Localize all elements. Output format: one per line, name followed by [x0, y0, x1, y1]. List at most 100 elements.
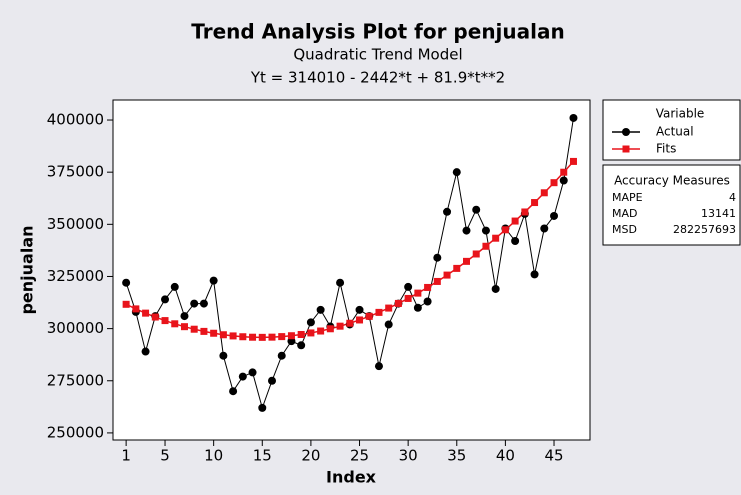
fit-marker: [550, 179, 558, 187]
x-tick-label: 30: [399, 447, 418, 465]
actual-marker: [277, 351, 286, 360]
fit-marker: [404, 294, 412, 302]
x-tick-label: 20: [301, 447, 320, 465]
actual-marker: [491, 284, 500, 293]
actual-marker: [384, 320, 393, 329]
fit-marker: [249, 333, 257, 341]
fit-marker: [326, 325, 334, 333]
fit-marker: [414, 289, 422, 297]
fit-marker: [375, 308, 383, 316]
legend-title: Variable: [656, 107, 705, 121]
fit-marker: [336, 322, 344, 330]
fit-marker: [385, 304, 393, 312]
fit-marker: [365, 312, 373, 320]
actual-marker: [569, 113, 578, 122]
fit-marker: [569, 157, 577, 165]
x-tick-label: 25: [350, 447, 369, 465]
measure-name: MAPE: [612, 191, 643, 204]
measure-value: 282257693: [673, 223, 736, 236]
actual-marker: [355, 305, 364, 314]
fit-marker: [219, 331, 227, 339]
fit-marker: [171, 320, 179, 328]
fit-marker: [190, 325, 198, 333]
actual-marker: [219, 351, 228, 360]
fit-marker: [307, 329, 315, 337]
accuracy-title: Accuracy Measures: [614, 174, 730, 188]
legend-marker: [622, 128, 630, 136]
fit-marker: [472, 250, 480, 258]
x-axis-label: Index: [326, 468, 377, 487]
fit-marker: [239, 333, 247, 341]
fit-marker: [297, 331, 305, 339]
fit-marker: [200, 327, 208, 335]
chart-title: Trend Analysis Plot for penjualan: [191, 20, 564, 44]
fit-marker: [462, 257, 470, 265]
y-tick-label: 275000: [47, 371, 104, 389]
fit-marker: [443, 271, 451, 279]
actual-marker: [238, 372, 247, 381]
fit-marker: [394, 299, 402, 307]
x-tick-label: 1: [121, 447, 131, 465]
y-axis-label: penjualan: [18, 225, 37, 314]
fit-marker: [132, 305, 140, 313]
fit-marker: [268, 333, 276, 341]
measure-value: 13141: [701, 207, 736, 220]
legend-label: Fits: [656, 142, 676, 156]
actual-marker: [423, 297, 432, 306]
fit-marker: [453, 264, 461, 272]
actual-marker: [550, 211, 559, 220]
actual-marker: [481, 226, 490, 235]
fit-marker: [560, 168, 568, 176]
fit-marker: [229, 332, 237, 340]
fit-marker: [278, 333, 286, 341]
measure-name: MSD: [612, 223, 637, 236]
fit-marker: [531, 199, 539, 207]
subtitle: Quadratic Trend Model: [293, 46, 462, 64]
actual-marker: [297, 341, 306, 350]
y-tick-label: 375000: [47, 163, 104, 181]
y-tick-label: 300000: [47, 319, 104, 337]
accuracy-box: [602, 164, 741, 246]
measure-name: MAD: [612, 207, 638, 220]
fit-marker: [482, 242, 490, 250]
fit-marker: [258, 333, 266, 341]
actual-marker: [306, 318, 315, 327]
actual-marker: [462, 226, 471, 235]
actual-marker: [443, 207, 452, 216]
y-tick-label: 250000: [47, 423, 104, 441]
fit-marker: [287, 332, 295, 340]
x-tick-label: 35: [447, 447, 466, 465]
actual-marker: [258, 403, 267, 412]
actual-marker: [170, 282, 179, 291]
fit-marker: [151, 313, 159, 321]
fit-marker: [521, 208, 529, 216]
x-tick-label: 15: [253, 447, 272, 465]
x-tick-label: 45: [544, 447, 563, 465]
actual-marker: [433, 253, 442, 262]
actual-marker: [374, 362, 383, 371]
actual-marker: [180, 312, 189, 321]
actual-marker: [540, 224, 549, 233]
fit-marker: [317, 327, 325, 335]
y-tick-label: 350000: [47, 215, 104, 233]
actual-marker: [141, 347, 150, 356]
fit-marker: [356, 316, 364, 324]
x-tick-label: 10: [204, 447, 223, 465]
actual-marker: [248, 368, 257, 377]
actual-marker: [229, 387, 238, 396]
actual-marker: [161, 295, 170, 304]
measure-value: 4: [729, 191, 736, 204]
equation: Yt = 314010 - 2442*t + 81.9*t**2: [250, 69, 505, 87]
fit-marker: [210, 329, 218, 337]
fit-marker: [433, 277, 441, 285]
actual-marker: [530, 270, 539, 279]
fit-marker: [492, 234, 500, 242]
x-tick-label: 5: [160, 447, 170, 465]
x-tick-label: 40: [496, 447, 515, 465]
fit-marker: [501, 226, 509, 234]
actual-marker: [511, 237, 520, 246]
actual-marker: [413, 303, 422, 312]
fit-marker: [511, 217, 519, 225]
y-tick-label: 400000: [47, 111, 104, 129]
